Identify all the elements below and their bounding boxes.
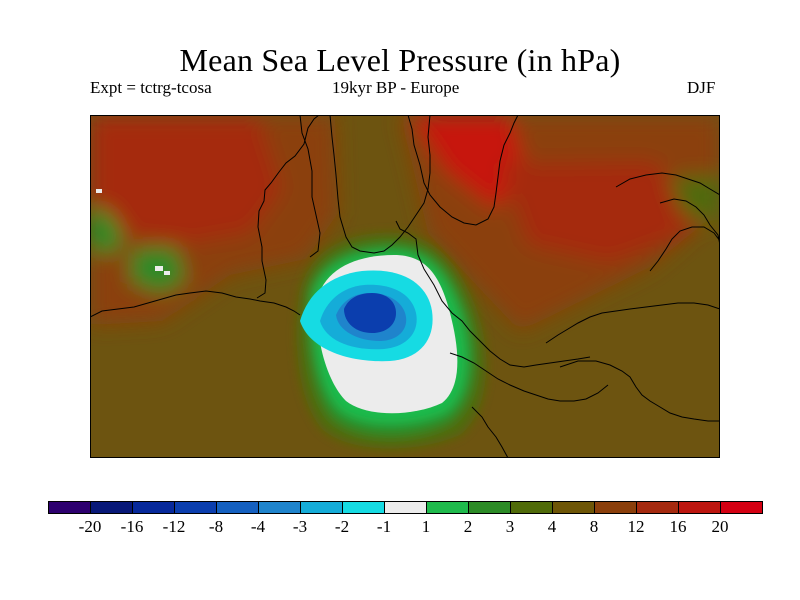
colorbar-label: 20 bbox=[711, 517, 729, 536]
colorbar-swatch bbox=[301, 502, 343, 513]
coastline-norway bbox=[299, 115, 321, 258]
north-atlantic-high bbox=[90, 115, 282, 245]
coastline-east bbox=[659, 198, 720, 246]
map-svg bbox=[90, 115, 720, 458]
colorbar-label: -12 bbox=[162, 517, 186, 536]
coastline-baltic bbox=[329, 115, 431, 254]
colorbar-swatch bbox=[217, 502, 259, 513]
coastline-north bbox=[407, 115, 519, 226]
bright-highlight-3 bbox=[96, 189, 102, 193]
figure-title: Mean Sea Level Pressure (in hPa) bbox=[179, 42, 621, 78]
ice-highlights bbox=[96, 189, 170, 275]
colorbar-label: -2 bbox=[334, 517, 350, 536]
colorbar-label: 12 bbox=[627, 517, 645, 536]
coastline-caspian bbox=[649, 226, 720, 272]
west-green-patch bbox=[90, 207, 124, 255]
coastline-black-sea bbox=[559, 360, 720, 422]
colorbar-label: -20 bbox=[78, 517, 102, 536]
experiment-label: Expt = tctrg-tcosa bbox=[90, 78, 212, 97]
colorbar-label: 4 bbox=[547, 517, 557, 536]
colorbar-label: 1 bbox=[421, 517, 431, 536]
colorbar-swatch bbox=[721, 502, 762, 513]
colorbar-swatch bbox=[553, 502, 595, 513]
colorbar-label: 16 bbox=[669, 517, 687, 536]
colorbar-swatch bbox=[595, 502, 637, 513]
coastline-group bbox=[90, 115, 720, 458]
colorbar-swatch bbox=[133, 502, 175, 513]
scandinavian-high bbox=[410, 115, 528, 209]
coastline-central bbox=[395, 220, 591, 368]
colorbar-swatch bbox=[91, 502, 133, 513]
colorbar-swatch bbox=[385, 502, 427, 513]
colorbar bbox=[48, 501, 763, 514]
colorbar-label: -8 bbox=[208, 517, 224, 536]
bright-highlight-1 bbox=[155, 266, 163, 271]
bright-highlight-2 bbox=[164, 271, 170, 275]
coastline-northeast bbox=[615, 172, 720, 196]
east-green-patch bbox=[668, 175, 720, 221]
coastline-west bbox=[256, 115, 320, 299]
colorbar-label: -1 bbox=[376, 517, 392, 536]
colorbar-swatch bbox=[259, 502, 301, 513]
coastline-southeast bbox=[545, 302, 720, 344]
coastline-south bbox=[471, 406, 509, 458]
colorbar-swatch bbox=[175, 502, 217, 513]
colorbar-label: 3 bbox=[505, 517, 515, 536]
colorbar-swatch bbox=[511, 502, 553, 513]
colorbar-swatch bbox=[679, 502, 721, 513]
deep-blue-low-center bbox=[344, 293, 396, 333]
colorbar-label: 2 bbox=[463, 517, 473, 536]
eastern-red-field bbox=[500, 161, 710, 263]
colorbar-swatch bbox=[637, 502, 679, 513]
pressure-map bbox=[90, 115, 720, 458]
coastline-mediterranean bbox=[449, 352, 609, 402]
period-region-label: 19kyr BP - Europe bbox=[332, 78, 460, 97]
colorbar-swatch bbox=[49, 502, 91, 513]
colorbar-swatch bbox=[343, 502, 385, 513]
colorbar-swatch bbox=[469, 502, 511, 513]
colorbar-label: -3 bbox=[292, 517, 308, 536]
colorbar-swatch bbox=[427, 502, 469, 513]
season-label: DJF bbox=[687, 78, 716, 97]
colorbar-label: -16 bbox=[120, 517, 144, 536]
colorbar-label: -4 bbox=[250, 517, 266, 536]
coastline-atlantic bbox=[90, 290, 301, 318]
colorbar-label: 8 bbox=[589, 517, 599, 536]
